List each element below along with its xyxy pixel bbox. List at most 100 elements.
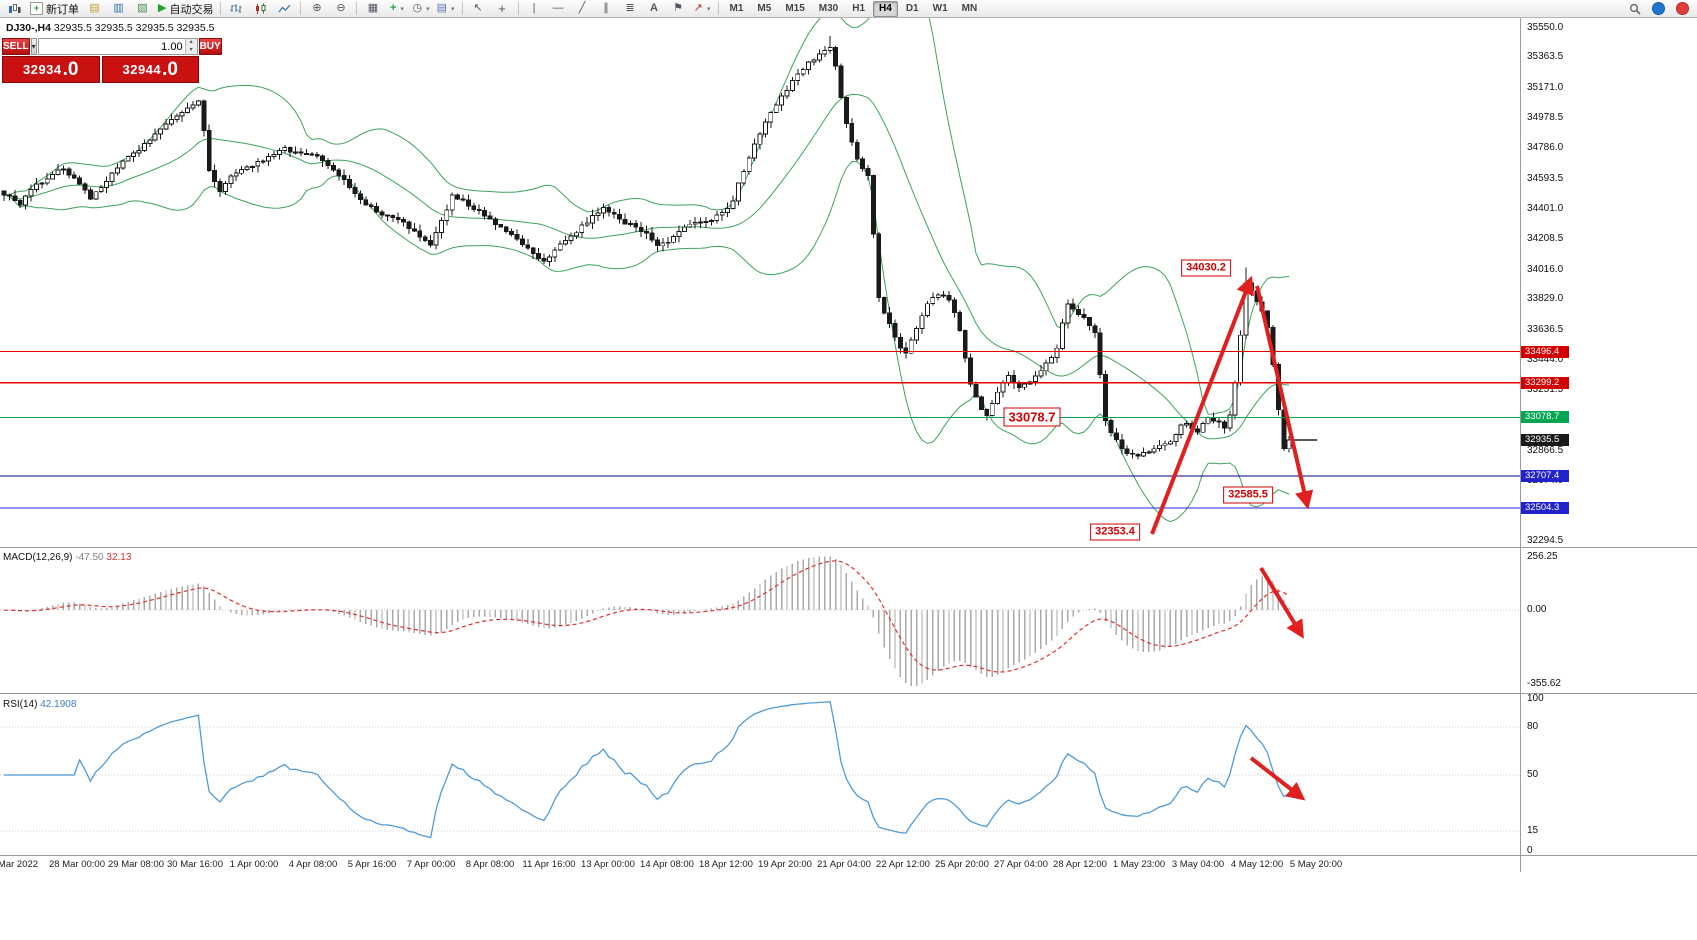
toolbar-separator <box>517 2 519 15</box>
buy-price-display[interactable]: 32944.0 <box>101 56 199 83</box>
text-tool[interactable]: A <box>643 1 666 16</box>
rsi-line <box>4 701 1290 839</box>
sell-price-display[interactable]: 32934.0 <box>2 56 100 83</box>
timeframe-button-m15[interactable]: M15 <box>785 3 805 14</box>
timeframe-button-m1[interactable]: M1 <box>729 3 744 14</box>
new-order-label: 新订单 <box>46 3 79 16</box>
date-label: 5 May 20:00 <box>1289 859 1343 870</box>
date-label: 13 Apr 00:00 <box>581 859 635 870</box>
indicators-plus-icon: + <box>389 2 397 14</box>
bar-chart-icon <box>230 3 242 13</box>
cursor-icon: ↖ <box>473 2 483 14</box>
tile-windows-button[interactable]: ▦ <box>361 1 384 16</box>
timeframe-button-h1[interactable]: H1 <box>852 3 866 14</box>
vertical-line-tool[interactable]: | <box>523 1 546 16</box>
terminal-button[interactable]: ▧ <box>131 1 154 16</box>
timeframe-button-d1[interactable]: D1 <box>905 3 919 14</box>
auto-trading-button[interactable]: ▶ 自动交易 <box>155 1 216 16</box>
auto-trading-label: 自动交易 <box>169 3 214 16</box>
templates-button[interactable]: ▤ ▾ <box>434 1 458 16</box>
chart-window: DJ30-,H4 32935.5 32935.5 32935.5 32935.5… <box>0 18 1697 940</box>
volume-up-button[interactable]: ▴ <box>185 39 197 47</box>
date-label: 25 Apr 20:00 <box>935 859 989 870</box>
toolbar-separator <box>461 2 463 15</box>
toolbar-separator <box>300 2 302 15</box>
buy-button[interactable]: BUY <box>198 38 222 55</box>
date-label: 4 Apr 08:00 <box>288 859 338 870</box>
label-tool[interactable]: ⚑ <box>667 1 690 16</box>
market-watch-button[interactable]: ▥ <box>107 1 130 16</box>
date-label: 8 Apr 08:00 <box>465 859 515 870</box>
line-chart-button[interactable] <box>273 1 296 16</box>
timeframe-button-w1[interactable]: W1 <box>932 3 948 14</box>
date-label: 3 May 04:00 <box>1171 859 1225 870</box>
market-watch-icon: ▥ <box>113 2 124 14</box>
horizontal-level-lines[interactable] <box>0 351 1520 509</box>
search-button[interactable] <box>1623 1 1646 16</box>
horizontal-line-icon: — <box>552 2 564 14</box>
new-order-button[interactable]: + 新订单 <box>27 1 82 16</box>
chart-ohlc-info: DJ30-,H4 32935.5 32935.5 32935.5 32935.5 <box>6 22 214 34</box>
indicators-button[interactable]: + ▾ <box>385 1 408 16</box>
zoom-in-icon: ⊕ <box>312 2 322 14</box>
sell-button[interactable]: SELL <box>2 38 30 55</box>
candlestick-chart-button[interactable] <box>249 1 272 16</box>
notifications-button[interactable] <box>1671 1 1694 16</box>
toolbar-separator <box>356 2 358 15</box>
date-label: Mar 2022 <box>0 859 39 870</box>
macd-signal-line <box>4 560 1290 673</box>
timeframe-button-m5[interactable]: M5 <box>757 3 772 14</box>
zoom-out-icon: ⊖ <box>336 2 346 14</box>
horizontal-line-tool[interactable]: — <box>547 1 570 16</box>
one-click-trading-panel: SELL ▾ ▴ ▾ BUY 32934.0 32944.0 <box>2 38 222 83</box>
time-axis[interactable]: Mar 2022 28 Mar 00:00 29 Mar 08:00 30 Mar 1… <box>0 856 1697 873</box>
terminal-icon: ▧ <box>137 2 148 14</box>
macd-histogram <box>0 556 1520 686</box>
bar-chart-button[interactable] <box>225 1 248 16</box>
trend-arrows[interactable] <box>1150 275 1314 801</box>
community-icon <box>1652 2 1665 15</box>
date-label: 5 Apr 16:00 <box>347 859 397 870</box>
volume-input[interactable] <box>38 39 185 54</box>
chevron-down-icon: ▾ <box>426 5 430 13</box>
flag-icon: ⚑ <box>673 2 683 14</box>
date-label: 18 Apr 12:00 <box>699 859 753 870</box>
fibonacci-icon: ≣ <box>625 2 635 14</box>
date-label: 29 Mar 08:00 <box>108 859 164 870</box>
search-icon <box>1629 3 1641 15</box>
play-icon: ▶ <box>158 2 167 14</box>
channel-tool[interactable]: ∥ <box>595 1 618 16</box>
candles[interactable] <box>1 36 1292 460</box>
macd-value: -47.50 <box>75 552 104 563</box>
toolbar: + 新订单 ▤ ▥ ▧ ▶ 自动交易 ⊕ ⊖ ▦ + ▾ ◷ ▾ ▤ ▾ ↖ + | … <box>0 0 1697 18</box>
cursor-button[interactable]: ↖ <box>467 1 490 16</box>
date-label: 21 Apr 04:00 <box>817 859 871 870</box>
price-chart[interactable] <box>0 18 1697 940</box>
zoom-in-button[interactable]: ⊕ <box>305 1 328 16</box>
macd-label: MACD(12,26,9) -47.50 32.13 <box>3 552 131 563</box>
volume-preset-dropdown[interactable]: ▾ <box>30 38 37 55</box>
macd-signal-value: 32.13 <box>106 552 132 563</box>
chevron-down-icon: ▾ <box>400 5 404 13</box>
rsi-levels <box>0 726 1520 832</box>
arrows-tool[interactable]: ↗ ▾ <box>691 1 714 16</box>
zoom-out-button[interactable]: ⊖ <box>329 1 352 16</box>
crosshair-button[interactable]: + <box>491 1 514 16</box>
new-chart-button[interactable] <box>3 1 26 16</box>
fibonacci-tool[interactable]: ≣ <box>619 1 642 16</box>
date-label: 1 Apr 00:00 <box>229 859 279 870</box>
macd-name: MACD(12,26,9) <box>3 552 73 563</box>
tile-windows-icon: ▦ <box>367 2 379 14</box>
community-button[interactable] <box>1647 1 1670 16</box>
timeframe-button-mn[interactable]: MN <box>961 3 978 14</box>
timeframe-button-m30[interactable]: M30 <box>818 3 839 14</box>
chevron-down-icon: ▾ <box>451 5 455 13</box>
timeframe-button-h4[interactable]: H4 <box>873 0 898 17</box>
profiles-button[interactable]: ▤ <box>83 1 106 16</box>
periods-button[interactable]: ◷ ▾ <box>409 1 432 16</box>
volume-down-button[interactable]: ▾ <box>185 46 197 54</box>
profiles-icon: ▤ <box>89 2 100 14</box>
trendline-tool[interactable]: ╱ <box>571 1 594 16</box>
clock-icon: ◷ <box>412 2 423 14</box>
symbol-period-label: DJ30-,H4 <box>6 22 51 34</box>
